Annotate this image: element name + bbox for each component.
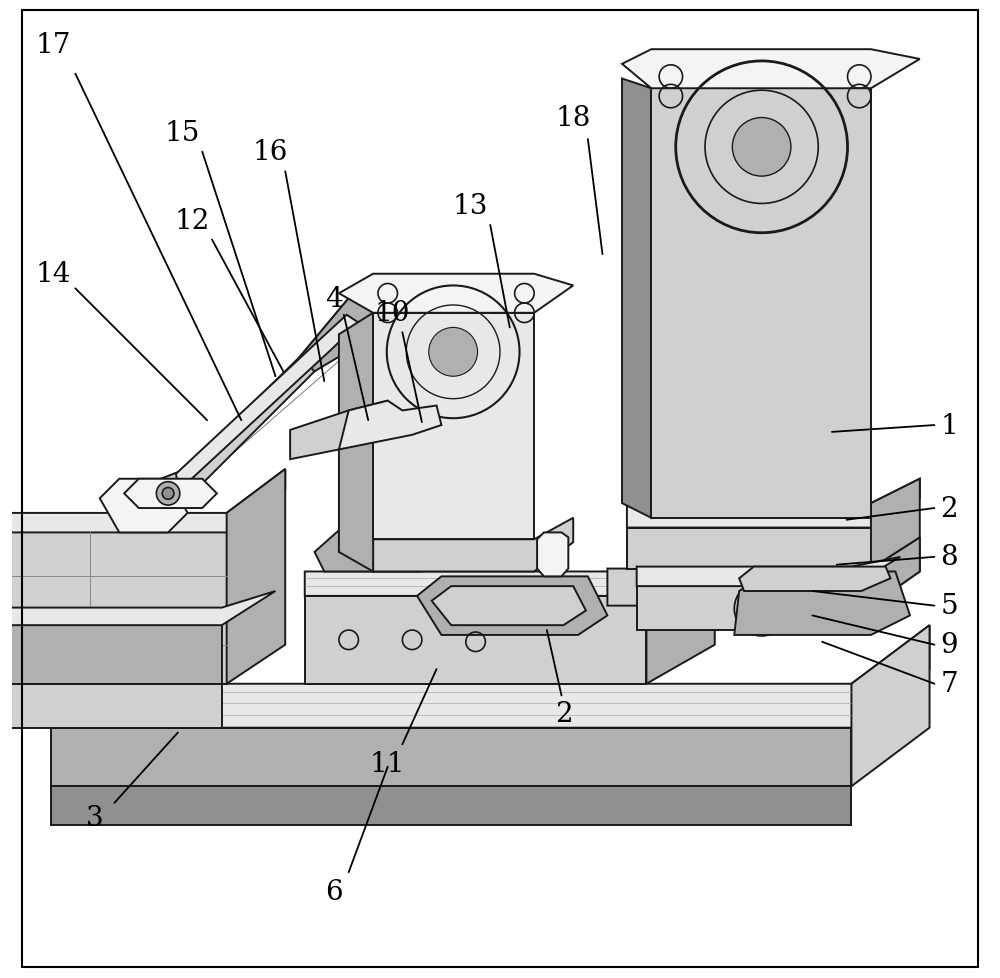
Text: 11: 11: [370, 750, 405, 778]
Polygon shape: [0, 533, 227, 684]
Polygon shape: [176, 316, 358, 484]
Polygon shape: [627, 528, 871, 569]
Polygon shape: [51, 786, 851, 825]
Text: 16: 16: [253, 139, 288, 166]
Polygon shape: [0, 592, 275, 626]
Polygon shape: [373, 509, 456, 572]
Polygon shape: [646, 533, 715, 684]
Circle shape: [429, 328, 478, 377]
Polygon shape: [339, 314, 373, 572]
Text: 2: 2: [555, 700, 572, 727]
Polygon shape: [417, 577, 607, 636]
Polygon shape: [339, 401, 441, 450]
Polygon shape: [651, 89, 871, 518]
Polygon shape: [100, 479, 188, 533]
Polygon shape: [851, 626, 930, 786]
Polygon shape: [339, 275, 573, 314]
Polygon shape: [315, 509, 412, 572]
Text: 3: 3: [86, 804, 104, 831]
Text: 5: 5: [940, 593, 958, 619]
Text: 8: 8: [940, 544, 958, 571]
Polygon shape: [149, 299, 363, 499]
Polygon shape: [0, 469, 285, 533]
Polygon shape: [300, 299, 383, 372]
Polygon shape: [51, 626, 930, 728]
Text: 17: 17: [35, 32, 71, 59]
Circle shape: [162, 488, 174, 500]
Polygon shape: [871, 538, 920, 606]
Text: 2: 2: [940, 495, 958, 522]
Text: 6: 6: [325, 878, 343, 906]
Circle shape: [747, 595, 776, 624]
Polygon shape: [739, 567, 890, 592]
Polygon shape: [622, 50, 920, 89]
Polygon shape: [627, 479, 920, 528]
Polygon shape: [607, 538, 920, 606]
Polygon shape: [0, 626, 222, 684]
Text: 18: 18: [556, 105, 591, 132]
Text: 14: 14: [35, 261, 71, 288]
Polygon shape: [305, 597, 646, 684]
Polygon shape: [537, 533, 568, 577]
Polygon shape: [637, 587, 851, 631]
Text: 15: 15: [165, 119, 200, 147]
Polygon shape: [124, 479, 217, 509]
Polygon shape: [373, 518, 573, 572]
Polygon shape: [622, 79, 651, 518]
Polygon shape: [734, 572, 910, 636]
Polygon shape: [227, 469, 285, 684]
Text: 9: 9: [940, 632, 958, 658]
Polygon shape: [305, 533, 715, 597]
Polygon shape: [871, 479, 920, 569]
Text: 7: 7: [940, 671, 958, 697]
Text: 13: 13: [453, 193, 488, 220]
Text: 12: 12: [175, 207, 210, 235]
Circle shape: [732, 118, 791, 177]
Text: 4: 4: [325, 286, 343, 312]
Text: 10: 10: [375, 300, 410, 327]
Polygon shape: [51, 728, 851, 786]
Polygon shape: [432, 587, 586, 626]
Polygon shape: [0, 684, 222, 728]
Polygon shape: [373, 314, 534, 540]
Polygon shape: [290, 401, 402, 460]
Circle shape: [156, 482, 180, 506]
Text: 1: 1: [940, 412, 958, 439]
Polygon shape: [637, 557, 900, 587]
